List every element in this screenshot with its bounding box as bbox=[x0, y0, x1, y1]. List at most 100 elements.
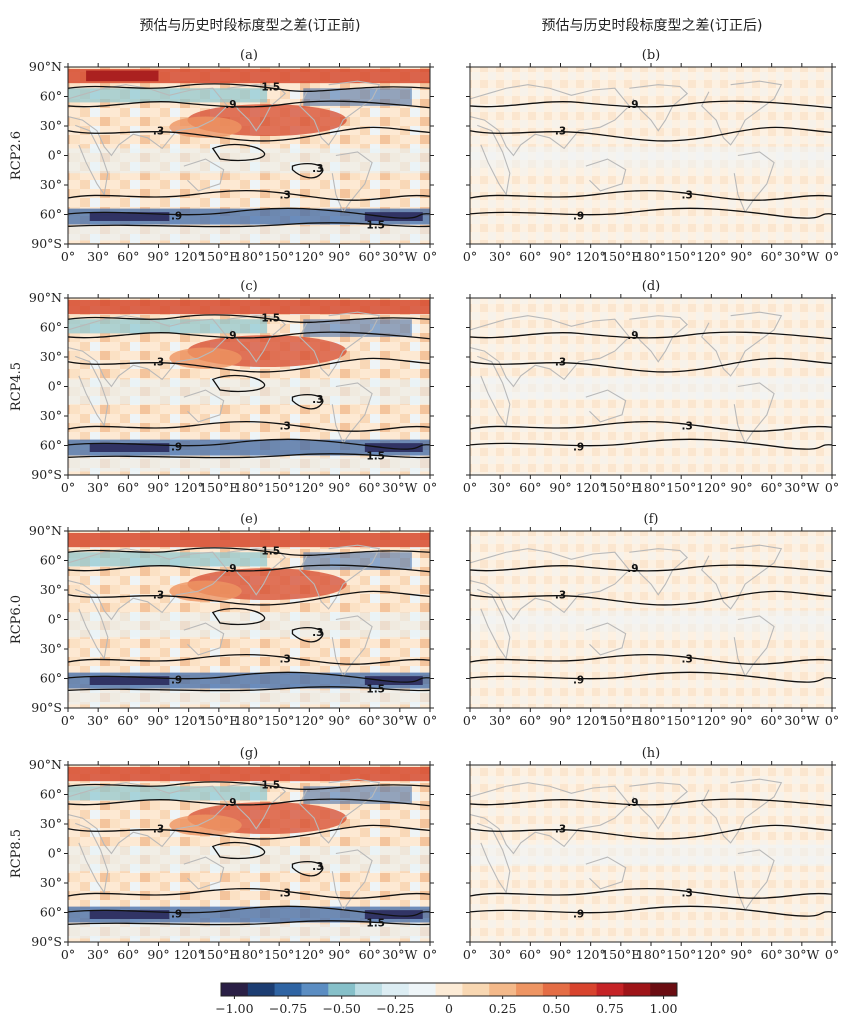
lon-tick-label: 0° bbox=[825, 249, 839, 264]
contour-label: .9 bbox=[225, 99, 236, 111]
lon-tick-label: 0° bbox=[463, 947, 477, 962]
contour-label: 1.5 bbox=[366, 220, 385, 232]
lat-tick-label: 60° bbox=[40, 553, 62, 568]
lon-tick-label: 150° bbox=[264, 480, 294, 495]
lon-tick-label: 0° bbox=[825, 713, 839, 728]
lat-tick-label: 0° bbox=[48, 612, 62, 627]
colorbar-label: 0.25 bbox=[489, 1001, 517, 1016]
lon-tick-label: 150°E bbox=[601, 249, 640, 264]
lon-tick-label: 30° bbox=[87, 947, 109, 962]
lon-tick-label: 180° bbox=[636, 713, 666, 728]
warm-anomaly-2 bbox=[169, 116, 242, 138]
contour-label: .3 bbox=[682, 653, 693, 665]
band-tropics bbox=[470, 146, 832, 168]
lon-tick-label: 150°E bbox=[199, 713, 238, 728]
lon-tick-label: 0° bbox=[423, 480, 437, 495]
contours bbox=[68, 84, 430, 227]
band-antarctic bbox=[68, 924, 430, 939]
contour-line bbox=[68, 439, 430, 449]
contours bbox=[470, 799, 832, 916]
lon-tick-label: 90° bbox=[147, 713, 169, 728]
coastline bbox=[332, 616, 372, 676]
contour-line bbox=[213, 376, 265, 392]
contour-line bbox=[470, 591, 832, 605]
band-arctic bbox=[68, 300, 430, 315]
colorbar-label: −0.50 bbox=[323, 1001, 361, 1016]
coastline bbox=[68, 783, 227, 854]
lon-tick-label: 120° bbox=[294, 249, 324, 264]
contour-label: .9 bbox=[573, 675, 584, 687]
contour-label: .3 bbox=[280, 189, 291, 201]
contour-label: 1.5 bbox=[261, 81, 280, 93]
lon-tick-label: 0° bbox=[61, 480, 75, 495]
lon-tick-label: 0° bbox=[463, 249, 477, 264]
coastline bbox=[734, 850, 774, 910]
continents bbox=[68, 312, 379, 443]
contour-line bbox=[68, 687, 430, 691]
contour-label: .3 bbox=[153, 824, 164, 836]
coastline bbox=[184, 159, 224, 191]
contour-line bbox=[68, 921, 430, 925]
lat-tick-label: 60° bbox=[40, 438, 62, 453]
lon-tick-label: 150°E bbox=[601, 480, 640, 495]
lon-tick-label: 0° bbox=[61, 947, 75, 962]
contour-line bbox=[68, 906, 430, 916]
band-tropics bbox=[68, 148, 430, 174]
lon-tick-label: 30°W bbox=[784, 947, 819, 962]
lon-tick-label: 120° bbox=[174, 947, 204, 962]
band-sh-dark-2 bbox=[364, 443, 423, 452]
lon-tick-label: 60° bbox=[117, 947, 139, 962]
coastline bbox=[75, 589, 108, 658]
contour-label: .3 bbox=[682, 189, 693, 201]
contour-label: .3 bbox=[555, 824, 566, 836]
coastline bbox=[68, 549, 227, 620]
row-label: RCP4.5 bbox=[9, 362, 24, 411]
contour-line bbox=[213, 145, 265, 161]
lat-tick-label: 60° bbox=[40, 905, 62, 920]
lat-tick-label: 60° bbox=[40, 320, 62, 335]
contour-label: .3 bbox=[682, 887, 693, 899]
coastline bbox=[477, 823, 510, 892]
colorbar-swatch bbox=[596, 983, 624, 996]
lat-tick-label: 90°S bbox=[31, 467, 62, 482]
lon-tick-label: 30° bbox=[87, 249, 109, 264]
contour-label: .3 bbox=[153, 357, 164, 369]
warm-anomaly-2 bbox=[169, 347, 242, 369]
lat-tick-label: 30° bbox=[40, 177, 62, 192]
panel-label: (b) bbox=[642, 48, 660, 63]
contour-line bbox=[68, 782, 430, 790]
coastline bbox=[477, 589, 510, 658]
band-tropics bbox=[470, 844, 832, 866]
contour-line bbox=[470, 906, 832, 916]
coastline bbox=[629, 85, 687, 131]
contour-label: .3 bbox=[280, 653, 291, 665]
band-nh-teal bbox=[68, 319, 268, 334]
contour-line bbox=[213, 609, 265, 625]
continents bbox=[68, 779, 379, 910]
lon-tick-label: 0° bbox=[825, 947, 839, 962]
contour-line bbox=[470, 889, 832, 899]
lon-tick-label: 60° bbox=[761, 947, 783, 962]
band-antarctic bbox=[68, 457, 430, 472]
colorbar-swatch bbox=[247, 983, 275, 996]
lon-tick-label: 180° bbox=[636, 480, 666, 495]
coastline bbox=[629, 316, 687, 362]
lon-tick-label: 150° bbox=[264, 249, 294, 264]
coastline bbox=[300, 779, 380, 843]
lon-tick-label: 120° bbox=[696, 713, 726, 728]
lon-tick-label: 150° bbox=[666, 713, 696, 728]
colorbar-swatch bbox=[408, 983, 436, 996]
contour-line bbox=[292, 628, 322, 642]
contour-label: .3 bbox=[280, 887, 291, 899]
contour-line bbox=[68, 825, 430, 839]
coastline bbox=[300, 81, 380, 145]
coastline bbox=[184, 390, 224, 422]
lat-tick-label: 60° bbox=[40, 787, 62, 802]
contour-line bbox=[68, 191, 430, 201]
contour-line bbox=[68, 101, 430, 108]
colorbar-label: −0.75 bbox=[269, 1001, 307, 1016]
row-label: RCP6.0 bbox=[9, 595, 24, 644]
band-sh-dark bbox=[89, 676, 170, 685]
